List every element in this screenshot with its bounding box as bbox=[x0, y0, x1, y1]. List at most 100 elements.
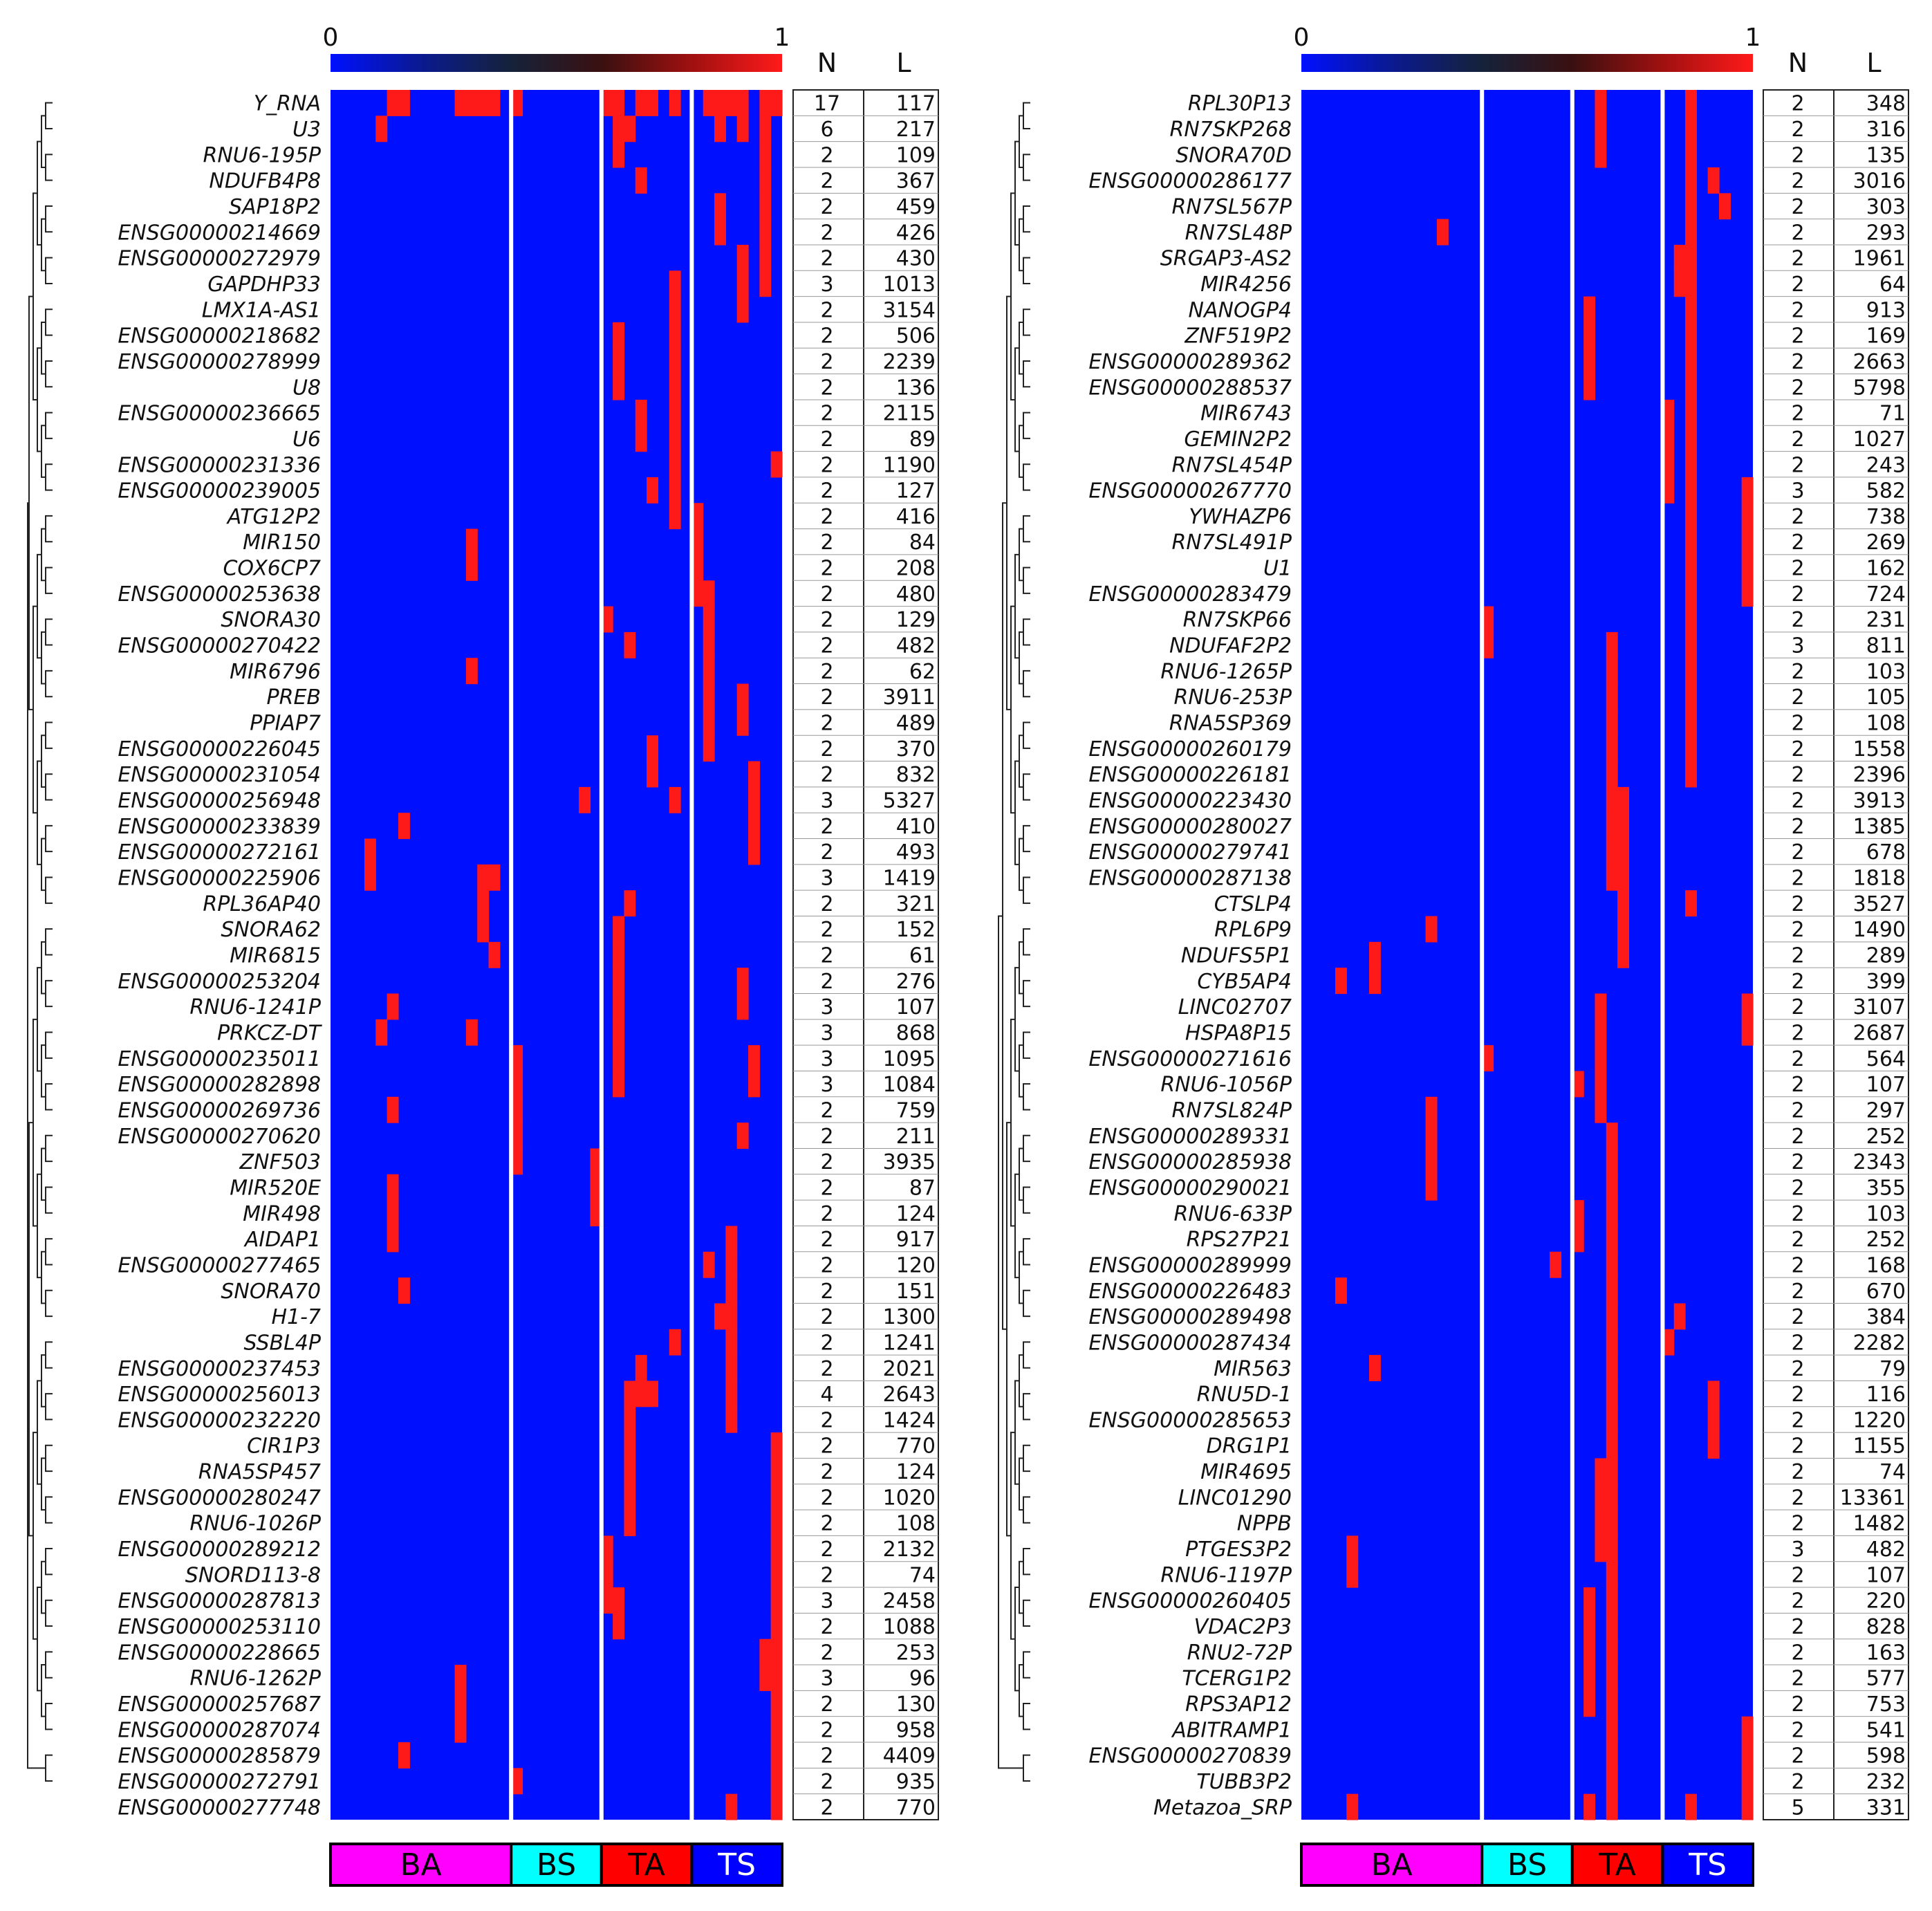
row-n-value: 2 bbox=[820, 195, 833, 219]
row-n-value: 2 bbox=[820, 840, 833, 865]
row-n-value: 2 bbox=[1791, 1408, 1804, 1432]
row-n-value: 17 bbox=[814, 92, 840, 116]
heatmap-cell bbox=[770, 451, 783, 478]
heatmap-cell bbox=[1606, 1432, 1618, 1459]
gene-label: RN7SL48P bbox=[1185, 221, 1292, 245]
heatmap-cell bbox=[1368, 968, 1381, 995]
heatmap-cell bbox=[1685, 528, 1697, 555]
row-l-value: 120 bbox=[896, 1253, 936, 1277]
heatmap-cell bbox=[613, 116, 625, 142]
gene-label: RPL6P9 bbox=[1214, 918, 1292, 942]
row-l-value: 489 bbox=[896, 712, 936, 736]
heatmap-cell bbox=[1606, 1329, 1618, 1356]
row-l-value: 367 bbox=[896, 169, 936, 194]
heatmap-cell bbox=[714, 116, 726, 142]
gene-label: ENSG00000289212 bbox=[118, 1538, 321, 1562]
row-n-value: 2 bbox=[1791, 582, 1804, 607]
row-n-value: 2 bbox=[1791, 402, 1804, 426]
heatmap-cell bbox=[1583, 1587, 1596, 1614]
heatmap-cell bbox=[1685, 141, 1697, 168]
heatmap-cell bbox=[759, 90, 772, 116]
row-l-value: 2115 bbox=[883, 402, 936, 426]
heatmap-cell bbox=[703, 658, 715, 685]
row-n-value: 2 bbox=[1791, 1047, 1804, 1071]
heatmap-cell bbox=[1368, 941, 1381, 968]
gene-label: ENSG00000283479 bbox=[1088, 582, 1292, 607]
heatmap-cell bbox=[1606, 1793, 1618, 1820]
heatmap-cell bbox=[725, 1381, 738, 1407]
heatmap-cell bbox=[691, 528, 704, 555]
heatmap-cell bbox=[1707, 167, 1720, 194]
heatmap-cell bbox=[725, 1355, 738, 1382]
gene-label: ENSG00000225906 bbox=[118, 867, 321, 891]
gene-label: ENSG00000226483 bbox=[1088, 1280, 1292, 1304]
heatmap-cell bbox=[1685, 477, 1697, 504]
row-l-value: 2343 bbox=[1853, 1150, 1906, 1174]
row-l-value: 480 bbox=[896, 582, 936, 607]
gene-label: RNA5SP369 bbox=[1169, 712, 1292, 736]
row-n-value: 2 bbox=[1791, 1434, 1804, 1459]
heatmap-cell bbox=[759, 244, 772, 271]
row-n-value: 2 bbox=[820, 505, 833, 529]
heatmap-cell bbox=[1685, 451, 1697, 478]
heatmap-cell bbox=[714, 90, 726, 116]
heatmap-cell bbox=[770, 1638, 783, 1665]
row-n-value: 2 bbox=[820, 1460, 833, 1484]
row-l-value: 868 bbox=[896, 1021, 936, 1045]
row-l-value: 108 bbox=[896, 1512, 936, 1536]
row-l-value: 116 bbox=[1866, 1383, 1906, 1407]
heatmap-cell bbox=[748, 838, 760, 865]
heatmap-cell bbox=[1606, 1690, 1618, 1717]
gene-label: ENSG00000226181 bbox=[1088, 763, 1292, 787]
heatmap-cell bbox=[770, 90, 783, 116]
colorbar bbox=[1301, 54, 1753, 72]
row-n-value: 2 bbox=[1791, 195, 1804, 219]
row-l-value: 79 bbox=[1879, 1357, 1906, 1381]
heatmap-cell bbox=[669, 451, 681, 478]
row-n-value: 2 bbox=[820, 892, 833, 916]
gene-label: RNU6-1262P bbox=[189, 1667, 322, 1691]
gene-label: ENSG00000269736 bbox=[118, 1098, 321, 1123]
row-l-value: 1482 bbox=[1853, 1512, 1906, 1536]
heatmap-cell bbox=[748, 1045, 760, 1072]
row-n-value: 2 bbox=[1791, 1073, 1804, 1097]
heatmap-cell bbox=[1617, 916, 1630, 943]
heatmap-cell bbox=[1572, 1071, 1584, 1098]
heatmap-cell bbox=[601, 90, 613, 116]
dendrogram bbox=[998, 102, 1030, 1782]
heatmap-cell bbox=[669, 322, 681, 349]
heatmap-cell bbox=[511, 1045, 523, 1072]
gene-label: MIR520E bbox=[230, 1176, 321, 1200]
gene-label: ENSG00000289331 bbox=[1088, 1125, 1292, 1149]
heatmap-cell bbox=[669, 373, 681, 400]
heatmap-cell bbox=[703, 709, 715, 736]
group-separator bbox=[1660, 90, 1665, 1820]
row-l-value: 3911 bbox=[883, 685, 936, 710]
heatmap-cell bbox=[1662, 425, 1675, 452]
heatmap-cell bbox=[725, 1226, 738, 1253]
heatmap-cell bbox=[714, 219, 726, 246]
heatmap-cell bbox=[364, 838, 376, 865]
gene-label: RN7SL454P bbox=[1172, 453, 1292, 477]
row-l-value: 169 bbox=[1866, 324, 1906, 349]
gene-label: CIR1P3 bbox=[247, 1434, 321, 1459]
row-n-value: 2 bbox=[820, 402, 833, 426]
gene-label: ENSG00000218682 bbox=[118, 324, 321, 349]
heatmap-cell bbox=[1606, 683, 1618, 710]
heatmap-cell bbox=[1425, 1123, 1438, 1150]
gene-label: SNORA70 bbox=[221, 1280, 321, 1304]
heatmap-cell bbox=[703, 683, 715, 710]
heatmap-cell bbox=[488, 941, 501, 968]
gene-label: MIR498 bbox=[243, 1202, 321, 1226]
heatmap-cell bbox=[1583, 373, 1596, 400]
row-n-value: 2 bbox=[1791, 1125, 1804, 1149]
heatmap-cell bbox=[1606, 1484, 1618, 1511]
gene-label: PTGES3P2 bbox=[1185, 1538, 1292, 1562]
heatmap-cell bbox=[398, 90, 410, 116]
row-n-value: 2 bbox=[1791, 944, 1804, 968]
heatmap-cell bbox=[601, 1587, 613, 1614]
gene-label: RPL30P13 bbox=[1188, 92, 1292, 116]
group-label: BA bbox=[1371, 1847, 1412, 1883]
heatmap-cell bbox=[736, 683, 749, 710]
heatmap-cell bbox=[1595, 1071, 1607, 1098]
